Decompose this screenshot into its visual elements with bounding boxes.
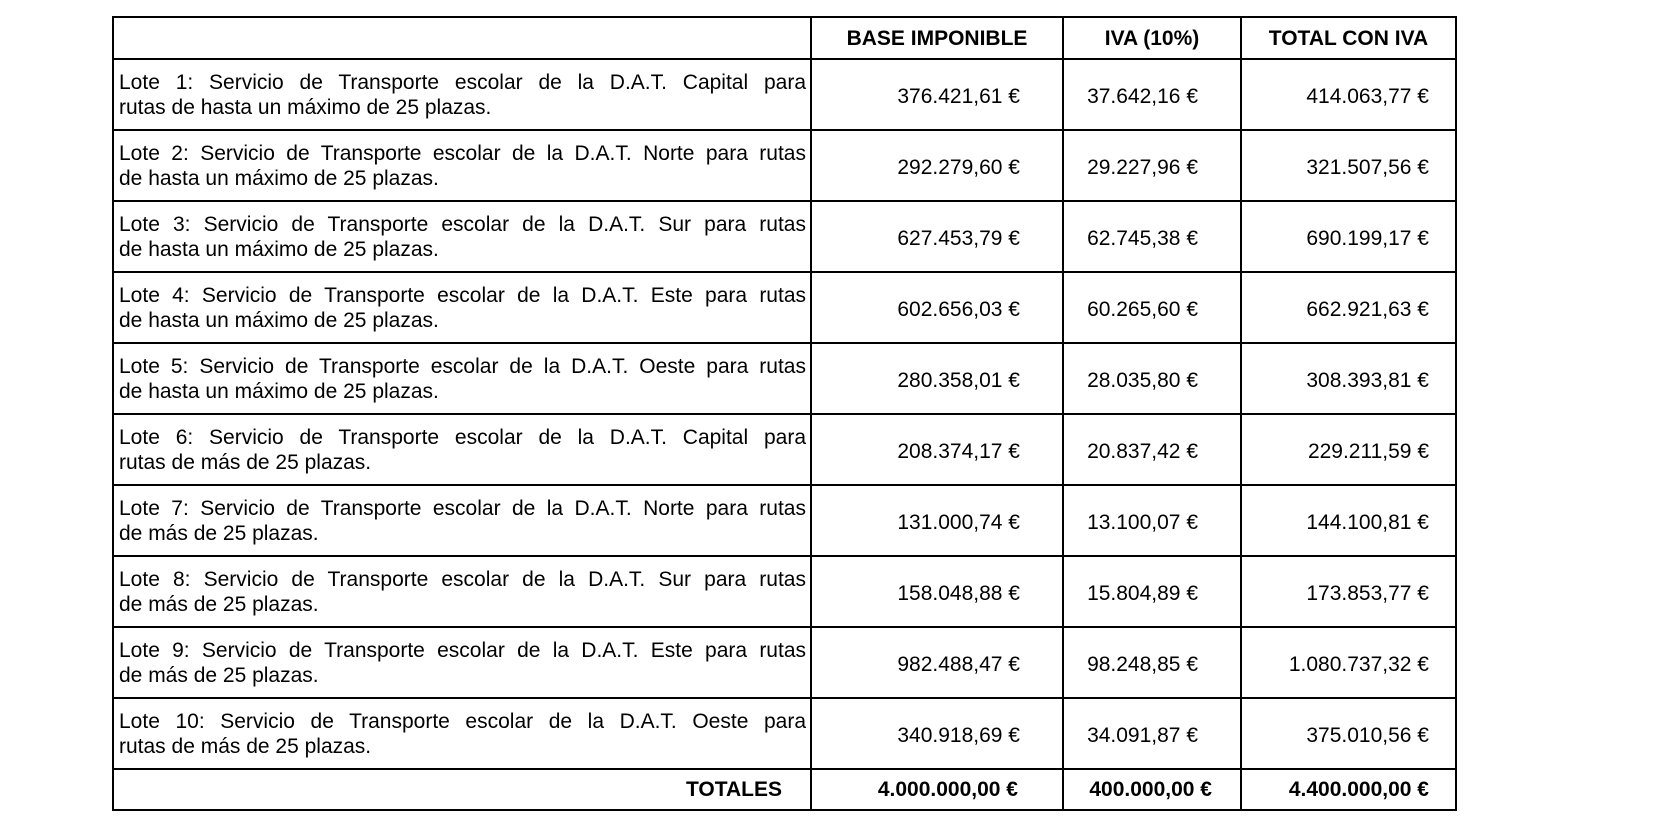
- iva-cell: 28.035,80 €: [1062, 342, 1242, 415]
- lot-description: Lote 8: Servicio de Transporte escolar d…: [112, 555, 812, 628]
- table-row: Lote 7: Servicio de Transporte escolar d…: [112, 484, 1457, 557]
- lot-description-line: Lote 8: Servicio de Transporte escolar d…: [119, 567, 806, 591]
- base-imponible-cell: 280.358,01 €: [810, 342, 1064, 415]
- lot-description-line: rutas de más de 25 plazas.: [119, 734, 372, 758]
- table-row: Lote 1: Servicio de Transporte escolar d…: [112, 58, 1457, 131]
- total-con-iva-cell: 321.507,56 €: [1240, 129, 1457, 202]
- base-imponible-cell: 131.000,74 €: [810, 484, 1064, 557]
- lot-description-line: Lote 2: Servicio de Transporte escolar d…: [119, 141, 806, 165]
- iva-cell: 13.100,07 €: [1062, 484, 1242, 557]
- lot-description-line: de hasta un máximo de 25 plazas.: [119, 308, 439, 332]
- table-row: Lote 6: Servicio de Transporte escolar d…: [112, 413, 1457, 486]
- table-row: Lote 8: Servicio de Transporte escolar d…: [112, 555, 1457, 628]
- lot-description: Lote 4: Servicio de Transporte escolar d…: [112, 271, 812, 344]
- table-row: Lote 3: Servicio de Transporte escolar d…: [112, 200, 1457, 273]
- total-con-iva-cell: 375.010,56 €: [1240, 697, 1457, 770]
- lot-description: Lote 6: Servicio de Transporte escolar d…: [112, 413, 812, 486]
- lot-description-line: de hasta un máximo de 25 plazas.: [119, 379, 439, 403]
- base-imponible-cell: 158.048,88 €: [810, 555, 1064, 628]
- totals-row: TOTALES 4.000.000,00 € 400.000,00 € 4.40…: [112, 768, 1457, 811]
- lots-budget-table: BASE IMPONIBLE IVA (10%) TOTAL CON IVA L…: [112, 16, 1457, 811]
- lot-description: Lote 9: Servicio de Transporte escolar d…: [112, 626, 812, 699]
- total-con-iva-cell: 173.853,77 €: [1240, 555, 1457, 628]
- table-row: Lote 4: Servicio de Transporte escolar d…: [112, 271, 1457, 344]
- header-description: [112, 16, 812, 60]
- iva-cell: 20.837,42 €: [1062, 413, 1242, 486]
- total-con-iva-cell: 144.100,81 €: [1240, 484, 1457, 557]
- total-con-iva-cell: 1.080.737,32 €: [1240, 626, 1457, 699]
- total-con-iva-cell: 662.921,63 €: [1240, 271, 1457, 344]
- total-con-iva-cell: 229.211,59 €: [1240, 413, 1457, 486]
- base-imponible-cell: 208.374,17 €: [810, 413, 1064, 486]
- base-imponible-cell: 292.279,60 €: [810, 129, 1064, 202]
- iva-cell: 98.248,85 €: [1062, 626, 1242, 699]
- lot-description-line: Lote 3: Servicio de Transporte escolar d…: [119, 212, 806, 236]
- totals-label: TOTALES: [112, 768, 812, 811]
- total-con-iva-cell: 308.393,81 €: [1240, 342, 1457, 415]
- header-total-con-iva: TOTAL CON IVA: [1240, 16, 1457, 60]
- lot-description-line: Lote 5: Servicio de Transporte escolar d…: [119, 354, 806, 378]
- lot-description-line: de más de 25 plazas.: [119, 592, 319, 616]
- iva-cell: 60.265,60 €: [1062, 271, 1242, 344]
- lot-description-line: Lote 9: Servicio de Transporte escolar d…: [119, 638, 806, 662]
- lot-description-line: Lote 4: Servicio de Transporte escolar d…: [119, 283, 806, 307]
- base-imponible-cell: 340.918,69 €: [810, 697, 1064, 770]
- lot-description: Lote 5: Servicio de Transporte escolar d…: [112, 342, 812, 415]
- lot-description-line: rutas de más de 25 plazas.: [119, 450, 372, 474]
- iva-cell: 29.227,96 €: [1062, 129, 1242, 202]
- lot-description-line: Lote 10: Servicio de Transporte escolar …: [119, 709, 806, 733]
- base-imponible-cell: 602.656,03 €: [810, 271, 1064, 344]
- header-iva: IVA (10%): [1062, 16, 1242, 60]
- lot-description: Lote 10: Servicio de Transporte escolar …: [112, 697, 812, 770]
- base-imponible-cell: 982.488,47 €: [810, 626, 1064, 699]
- lot-description-line: Lote 1: Servicio de Transporte escolar d…: [119, 70, 806, 94]
- lot-description-line: de hasta un máximo de 25 plazas.: [119, 237, 439, 261]
- iva-cell: 34.091,87 €: [1062, 697, 1242, 770]
- base-imponible-cell: 627.453,79 €: [810, 200, 1064, 273]
- total-con-iva-cell: 690.199,17 €: [1240, 200, 1457, 273]
- totals-total-con-iva: 4.400.000,00 €: [1240, 768, 1457, 811]
- totals-base-imponible: 4.000.000,00 €: [810, 768, 1064, 811]
- table-row: Lote 2: Servicio de Transporte escolar d…: [112, 129, 1457, 202]
- totals-iva: 400.000,00 €: [1062, 768, 1242, 811]
- lot-description-line: Lote 7: Servicio de Transporte escolar d…: [119, 496, 806, 520]
- lot-description: Lote 1: Servicio de Transporte escolar d…: [112, 58, 812, 131]
- table-row: Lote 9: Servicio de Transporte escolar d…: [112, 626, 1457, 699]
- lot-description-line: de hasta un máximo de 25 plazas.: [119, 166, 439, 190]
- lot-description-line: Lote 6: Servicio de Transporte escolar d…: [119, 425, 806, 449]
- lot-description-line: de más de 25 plazas.: [119, 663, 319, 687]
- iva-cell: 62.745,38 €: [1062, 200, 1242, 273]
- table-row: Lote 5: Servicio de Transporte escolar d…: [112, 342, 1457, 415]
- lot-description-line: rutas de hasta un máximo de 25 plazas.: [119, 95, 492, 119]
- lot-description-line: de más de 25 plazas.: [119, 521, 319, 545]
- lot-description: Lote 7: Servicio de Transporte escolar d…: [112, 484, 812, 557]
- iva-cell: 15.804,89 €: [1062, 555, 1242, 628]
- base-imponible-cell: 376.421,61 €: [810, 58, 1064, 131]
- iva-cell: 37.642,16 €: [1062, 58, 1242, 131]
- header-row: BASE IMPONIBLE IVA (10%) TOTAL CON IVA: [112, 16, 1457, 60]
- lot-description: Lote 3: Servicio de Transporte escolar d…: [112, 200, 812, 273]
- lot-description: Lote 2: Servicio de Transporte escolar d…: [112, 129, 812, 202]
- header-base-imponible: BASE IMPONIBLE: [810, 16, 1064, 60]
- total-con-iva-cell: 414.063,77 €: [1240, 58, 1457, 131]
- table-row: Lote 10: Servicio de Transporte escolar …: [112, 697, 1457, 770]
